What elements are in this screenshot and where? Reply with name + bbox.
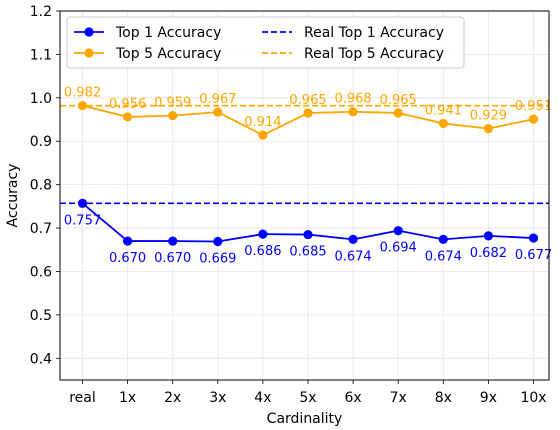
legend-marker (84, 48, 94, 58)
data-label: 0.967 (199, 92, 236, 107)
x-tick-label: 2x (164, 390, 181, 406)
x-tick-label: 8x (435, 390, 452, 406)
data-label: 0.669 (199, 252, 236, 267)
legend-label: Top 1 Accuracy (115, 25, 221, 41)
data-label: 0.686 (244, 244, 281, 259)
data-point (213, 107, 223, 117)
x-tick-label: 6x (344, 390, 361, 406)
data-label: 0.965 (380, 93, 417, 108)
y-axis-label: Accuracy (5, 164, 21, 228)
data-point (213, 236, 223, 247)
data-label: 0.959 (154, 96, 191, 111)
y-tick-label: 0.5 (30, 308, 52, 324)
data-label: 0.968 (334, 92, 371, 107)
plot-frame (59, 10, 550, 381)
legend-marker (84, 27, 94, 37)
data-point (483, 231, 493, 241)
x-tick-label: 3x (209, 390, 226, 406)
y-tick-label: 1.2 (30, 4, 52, 20)
data-label: 0.694 (380, 241, 417, 256)
data-point (528, 233, 539, 243)
x-tick-label: 10x (520, 390, 546, 406)
data-point (123, 112, 133, 122)
data-label: 0.670 (109, 251, 146, 266)
data-point (303, 108, 313, 118)
x-tick-label: 1x (119, 390, 136, 406)
y-tick-label: 0.7 (30, 221, 52, 237)
data-point (258, 130, 268, 140)
y-tick-label: 0.6 (30, 264, 52, 280)
data-point (438, 234, 448, 244)
x-tick-label: 4x (254, 390, 271, 406)
data-point (393, 226, 403, 236)
y-tick-label: 0.8 (30, 178, 52, 194)
legend: Top 1 Accuracy Top 5 Accuracy Real Top 1 A… (66, 16, 465, 69)
data-point (348, 107, 358, 117)
data-point (438, 118, 448, 129)
data-point (528, 114, 539, 124)
x-axis-label: Cardinality (267, 411, 343, 427)
data-point (258, 229, 268, 239)
data-label: 0.965 (289, 93, 326, 108)
legend-label: Top 5 Accuracy (115, 46, 221, 62)
data-label: 0.914 (244, 115, 281, 130)
y-tick-label: 0.4 (30, 351, 52, 367)
data-point (483, 124, 493, 134)
data-label: 0.982 (64, 86, 101, 101)
data-label: 0.956 (109, 97, 146, 112)
data-point (303, 229, 313, 240)
data-label: 0.951 (515, 99, 552, 114)
data-point (77, 198, 88, 208)
data-point (393, 108, 403, 118)
data-point (168, 111, 178, 121)
legend-label: Real Top 5 Accuracy (304, 46, 444, 62)
legend-box (66, 16, 465, 69)
x-tick-label: 7x (390, 390, 407, 406)
data-label: 0.685 (289, 245, 326, 260)
y-tick-label: 0.9 (30, 134, 52, 150)
data-point (348, 234, 358, 244)
data-label: 0.670 (154, 251, 191, 266)
x-tick-label: 9x (480, 390, 497, 406)
y-tick-label: 1.1 (30, 47, 52, 63)
legend-label: Real Top 1 Accuracy (304, 25, 444, 41)
data-label: 0.677 (515, 248, 552, 263)
data-point (77, 101, 88, 111)
data-point (123, 236, 133, 246)
x-tick-label: real (69, 390, 96, 406)
data-label: 0.941 (425, 103, 462, 118)
axis-ticks: real 1x 2x 3x 4x 5x 6x 7x 8x 9x 10x 0.4 0.5 0.6 0.7 0.8… (30, 4, 547, 406)
data-label: 0.682 (470, 246, 507, 261)
data-point (168, 236, 178, 246)
data-label: 0.674 (334, 249, 371, 264)
data-label: 0.929 (470, 109, 507, 124)
y-tick-label: 1.0 (30, 91, 52, 107)
reference-lines (60, 104, 549, 205)
x-tick-label: 5x (299, 390, 316, 406)
data-label: 0.757 (64, 213, 101, 228)
data-labels: 0.757 0.670 0.670 0.669 0.686 0.685 0.674 0.694… (64, 86, 552, 267)
grid (60, 10, 549, 380)
series-layer (77, 101, 539, 247)
data-label: 0.674 (425, 249, 462, 264)
